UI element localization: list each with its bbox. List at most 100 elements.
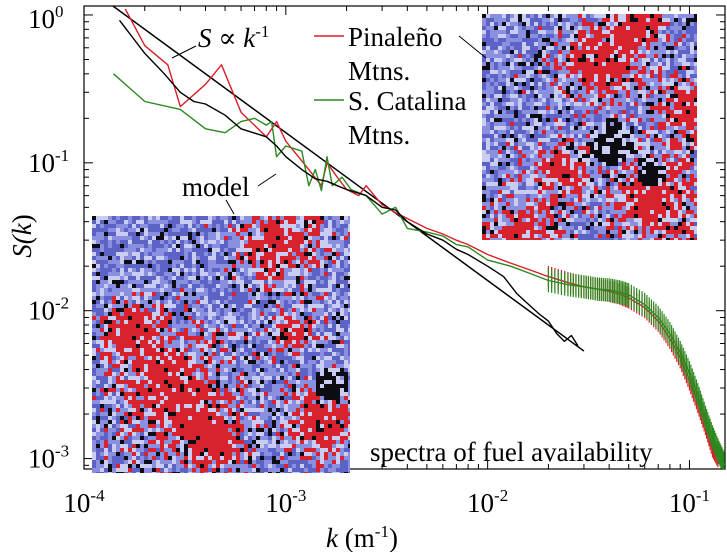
inset-pixel (526, 74, 531, 79)
inset-pixel (594, 170, 599, 175)
inset-pixel (638, 18, 643, 23)
inset-pixel (518, 122, 523, 127)
inset-pixel (614, 218, 619, 223)
inset-pixel (634, 206, 639, 211)
inset-pixel (694, 198, 697, 203)
inset-pixel (340, 296, 345, 301)
inset-pixel (670, 106, 675, 111)
inset-pixel (630, 118, 635, 123)
inset-pixel (642, 190, 647, 195)
inset-pixel (626, 34, 631, 39)
inset-pixel (678, 238, 683, 240)
inset-pixel (120, 240, 125, 245)
inset-pixel (538, 62, 543, 67)
inset-pixel (534, 130, 539, 135)
inset-pixel (542, 138, 547, 143)
inset-pixel (116, 256, 121, 261)
inset-pixel (530, 58, 535, 63)
inset-pixel (666, 234, 671, 239)
inset-pixel (642, 122, 647, 127)
inset-pixel (602, 66, 607, 71)
inset-pixel (506, 74, 511, 79)
inset-pixel (498, 114, 503, 119)
inset-pixel (694, 18, 697, 23)
inset-pixel (256, 280, 261, 285)
inset-pixel (116, 280, 121, 285)
inset-pixel (336, 220, 341, 225)
inset-pixel (670, 18, 675, 23)
inset-pixel (526, 54, 531, 59)
inset-pixel (348, 236, 350, 241)
inset-pixel (674, 42, 679, 47)
inset-pixel (610, 138, 615, 143)
inset-pixel (160, 228, 165, 233)
inset-pixel (332, 264, 337, 269)
inset-pixel (510, 126, 515, 131)
inset-pixel (570, 142, 575, 147)
inset-pixel (690, 70, 695, 75)
inset-pixel (204, 284, 209, 289)
inset-pixel (534, 238, 539, 240)
inset-pixel (570, 230, 575, 235)
inset-pixel (514, 198, 519, 203)
inset-pixel (244, 312, 249, 317)
inset-pixel (690, 118, 695, 123)
inset-pixel (212, 248, 217, 253)
inset-pixel (598, 226, 603, 231)
inset-pixel (690, 190, 695, 195)
inset-pixel (184, 296, 189, 301)
inset-pixel (502, 110, 507, 115)
inset-pixel (634, 142, 639, 147)
inset-pixel (618, 54, 623, 59)
inset-pixel (510, 182, 515, 187)
inset-pixel (320, 304, 325, 309)
inset-pixel (670, 122, 675, 127)
inset-pixel (694, 50, 697, 55)
inset-pixel (598, 90, 603, 95)
inset-pixel (550, 138, 555, 143)
inset-pixel (606, 130, 611, 135)
inset-pixel (324, 256, 329, 261)
inset-pixel (490, 46, 495, 51)
inset-pixel (292, 248, 297, 253)
inset-pixel (618, 102, 623, 107)
inset-pixel (108, 240, 113, 245)
inset-pixel (256, 292, 261, 297)
inset-pixel (670, 162, 675, 167)
inset-pixel (590, 226, 595, 231)
inset-pixel (176, 288, 181, 293)
inset-pixel (622, 62, 627, 67)
inset-pixel (486, 46, 491, 51)
inset-pixel (610, 190, 615, 195)
inset-pixel (598, 186, 603, 191)
inset-pixel (328, 304, 333, 309)
inset-pixel (602, 102, 607, 107)
inset-pixel (630, 190, 635, 195)
inset-pixel (502, 22, 507, 27)
inset-pixel (622, 138, 627, 143)
inset-pixel (498, 162, 503, 167)
inset-pixel (260, 224, 265, 229)
inset-pixel (324, 232, 329, 237)
inset-pixel (268, 248, 273, 253)
inset-pixel (594, 102, 599, 107)
inset-pixel (316, 256, 321, 261)
inset-pixel (646, 58, 651, 63)
inset-pixel (562, 130, 567, 135)
inset-pixel (598, 26, 603, 31)
inset-pixel (582, 142, 587, 147)
inset-pixel (542, 82, 547, 87)
inset-pixel (566, 138, 571, 143)
inset-pixel (638, 154, 643, 159)
inset-pixel (518, 62, 523, 67)
inset-pixel (686, 50, 691, 55)
inset-pixel (582, 62, 587, 67)
inset-pixel (606, 110, 611, 115)
inset-pixel (590, 206, 595, 211)
inset-pixel (316, 236, 321, 241)
inset-pixel (686, 138, 691, 143)
inset-pixel (646, 94, 651, 99)
inset-pixel (606, 166, 611, 171)
inset-pixel (578, 190, 583, 195)
inset-pixel (634, 186, 639, 191)
